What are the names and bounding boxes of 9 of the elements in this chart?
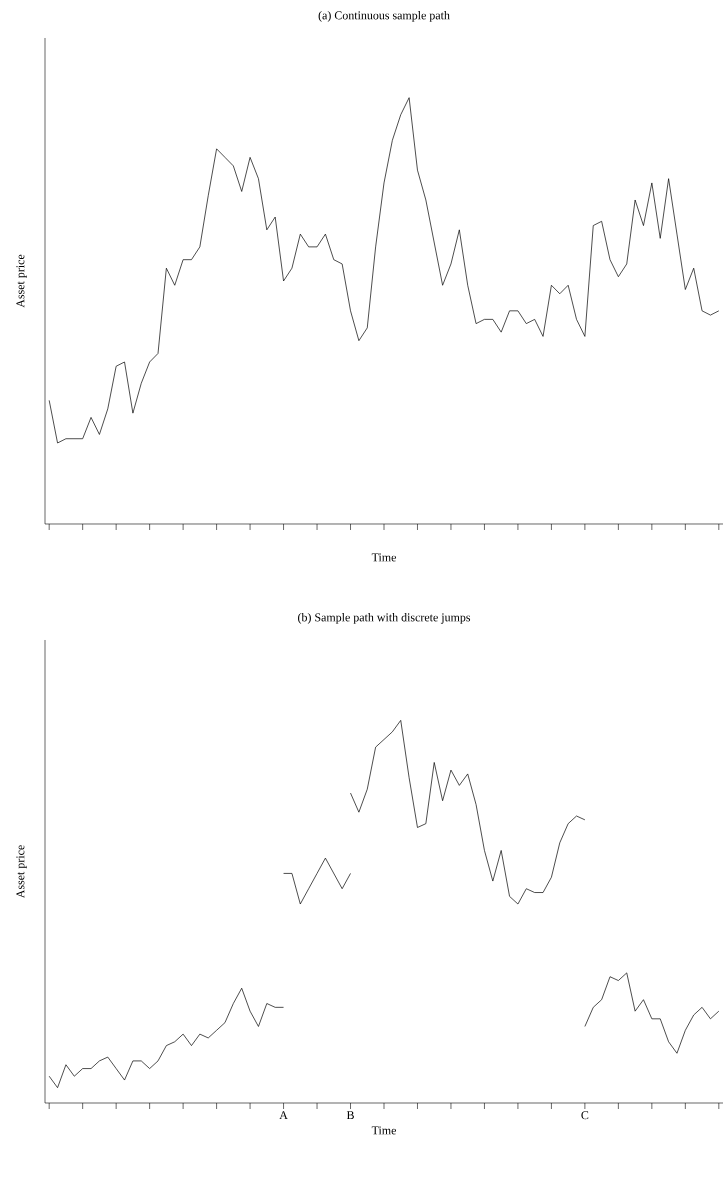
chart-title: (b) Sample path with discrete jumps [298, 612, 471, 624]
chart-title: (a) Continuous sample path [318, 10, 450, 22]
x-tick-label: A [279, 1111, 288, 1120]
x-tick-label: B [346, 1111, 354, 1120]
x-tick-label: C [581, 1111, 589, 1120]
x-axis-title: Time [371, 553, 396, 562]
x-axis-title: Time [371, 1126, 396, 1135]
y-axis-title: Asset price [16, 254, 27, 308]
y-axis-title: Asset price [16, 845, 27, 899]
